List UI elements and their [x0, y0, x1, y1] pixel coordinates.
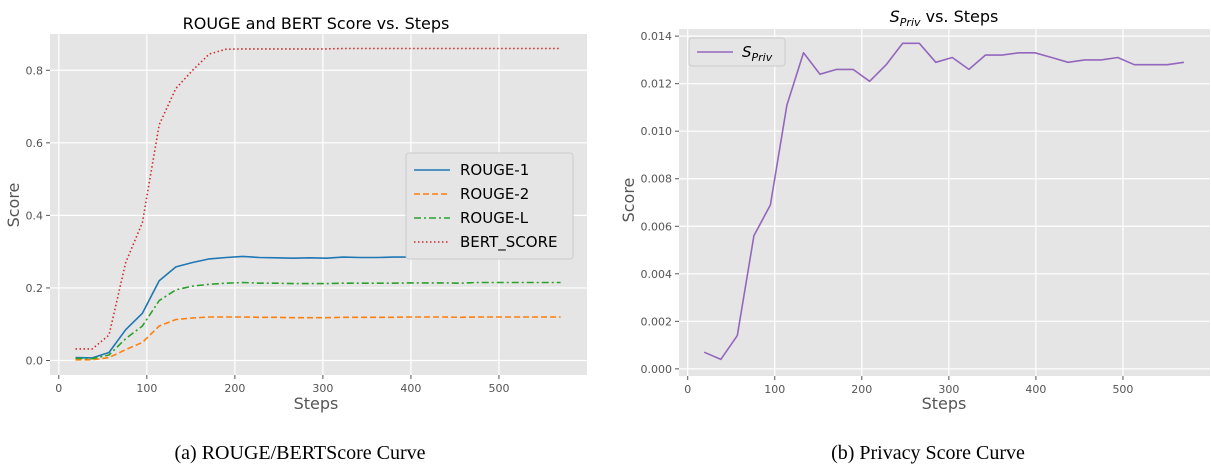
chart-a-caption: (a) ROUGE/BERTScore Curve — [175, 442, 426, 464]
chart-b-caption: (b) Privacy Score Curve — [831, 442, 1025, 464]
chart-b-grid — [679, 29, 1210, 376]
y-tick-label: 0.002 — [641, 315, 673, 328]
x-tick-label: 500 — [1112, 383, 1133, 396]
x-tick-label: 300 — [312, 382, 333, 395]
chart-a-title: ROUGE and BERT Score vs. Steps — [183, 14, 450, 33]
series-line-bert-score — [75, 47, 561, 350]
chart-a-x-ticks: 0 100 200 300 400 500 — [55, 375, 509, 395]
y-tick-label: 0.008 — [641, 173, 673, 186]
series-line-s-priv — [703, 42, 1185, 361]
y-tick-label: 0.012 — [641, 78, 673, 91]
chart-b-legend-label: SPriv — [742, 43, 773, 64]
chart-b-legend: SPriv — [688, 37, 786, 67]
y-tick-label: 0.010 — [641, 125, 673, 138]
chart-a-xlabel: Steps — [294, 394, 339, 413]
x-tick-label: 200 — [851, 383, 872, 396]
x-tick-label: 400 — [1025, 383, 1046, 396]
privacy-chart: SPriv vs. Steps 0 100 200 300 400 500 0.0000.… — [619, 7, 1210, 464]
x-tick-label: 500 — [488, 382, 509, 395]
chart-a-legend: ROUGE-1 ROUGE-2 ROUGE-L BERT_SCORE — [405, 152, 574, 260]
y-tick-label: 0.2 — [26, 282, 44, 295]
y-tick-label: 0.006 — [641, 220, 673, 233]
y-tick-label: 0.8 — [26, 64, 44, 77]
chart-b-title: SPriv vs. Steps — [890, 7, 999, 29]
x-tick-label: 300 — [938, 383, 959, 396]
x-tick-label: 100 — [764, 383, 785, 396]
y-tick-label: 0.4 — [26, 209, 44, 222]
chart-b-series — [703, 42, 1185, 361]
legend-label: ROUGE-L — [460, 209, 529, 227]
x-tick-label: 0 — [55, 382, 62, 395]
legend-label: BERT_SCORE — [460, 233, 557, 252]
chart-b-legend-box — [688, 37, 786, 67]
y-tick-label: 0.0 — [26, 354, 44, 367]
chart-b-xlabel: Steps — [922, 394, 967, 413]
y-tick-label: 0.6 — [26, 137, 44, 150]
legend-label: ROUGE-2 — [460, 185, 529, 203]
legend-box — [405, 152, 574, 260]
series-line-rouge-l — [75, 281, 561, 360]
chart-b-y-ticks: 0.000 0.002 0.004 0.006 0.008 0.010 0.012 0.014 — [641, 30, 679, 376]
chart-b-plot-area — [679, 29, 1210, 376]
x-tick-label: 400 — [400, 382, 421, 395]
legend-label: ROUGE-1 — [460, 161, 529, 179]
y-tick-label: 0.004 — [641, 268, 673, 281]
chart-a-y-ticks: 0.0 0.2 0.4 0.6 0.8 — [26, 64, 50, 367]
rouge-bert-chart: ROUGE and BERT Score vs. Steps 0 100 200 30… — [4, 14, 587, 464]
y-tick-label: 0.000 — [641, 363, 673, 376]
chart-a-ylabel: Score — [4, 183, 23, 228]
y-tick-label: 0.014 — [641, 30, 673, 43]
chart-b-ylabel: Score — [619, 178, 638, 223]
x-tick-label: 100 — [136, 382, 157, 395]
chart-a-grid — [50, 34, 587, 375]
x-tick-label: 0 — [684, 383, 691, 396]
x-tick-label: 200 — [224, 382, 245, 395]
series-line-rouge-2 — [75, 316, 561, 361]
chart-b-x-ticks: 0 100 200 300 400 500 — [684, 376, 1133, 396]
